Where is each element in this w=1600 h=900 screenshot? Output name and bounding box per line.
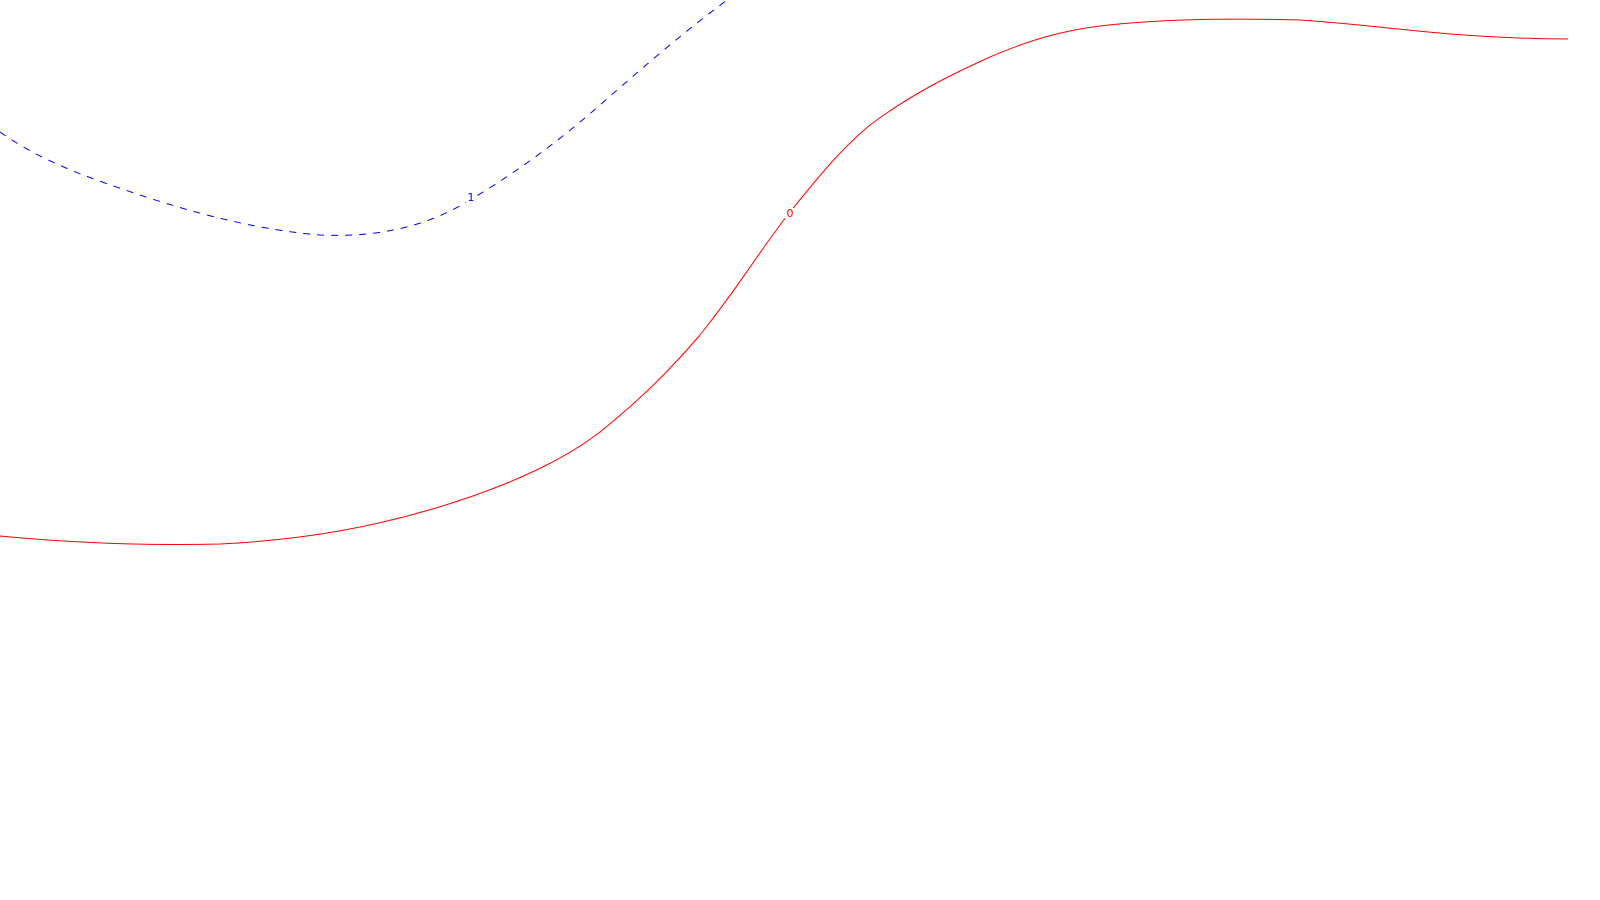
contour-label-background-0 [785, 208, 795, 220]
contour-label-background-1 [466, 192, 476, 204]
contour-label-0: 0 [787, 207, 794, 220]
contour-line-0 [0, 18, 1569, 546]
contour-line-1 [0, 0, 728, 236]
contour-label-1: 1 [468, 191, 475, 204]
contour-lines: 10 [0, 0, 1569, 546]
